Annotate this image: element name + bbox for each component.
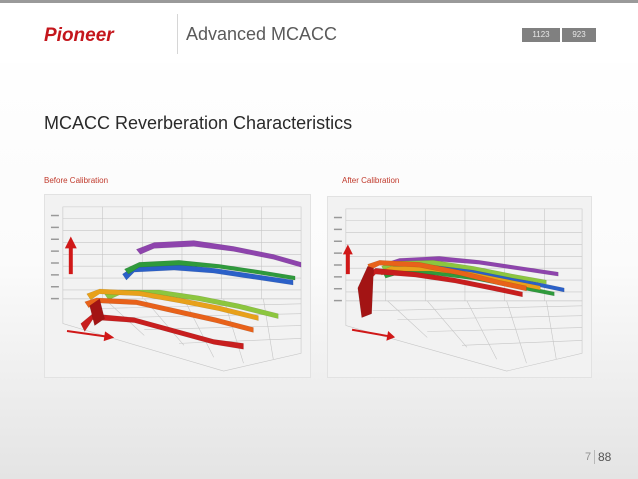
ribbon-orange-1 — [86, 288, 259, 321]
tick-marks — [50, 214, 59, 300]
top-rule — [0, 0, 638, 3]
before-calibration-caption: Before Calibration — [44, 176, 109, 185]
arrow-right — [66, 330, 115, 342]
page-title: Advanced MCACC — [186, 24, 338, 44]
ribbon-darkred — [89, 298, 105, 326]
badge-1: 1123 — [522, 28, 560, 42]
arrow-up — [342, 244, 353, 275]
before-calibration-chart — [44, 194, 311, 378]
ribbon-red — [363, 267, 523, 298]
after-calibration-chart — [327, 196, 592, 378]
section-title: MCACC Reverberation Characteristics — [44, 113, 353, 133]
arrow-up — [64, 236, 77, 275]
ribbon-red — [80, 313, 244, 350]
header-divider — [177, 14, 178, 54]
arrow-right — [351, 328, 396, 341]
annotation-arrows — [342, 244, 396, 341]
ribbon-green — [124, 260, 296, 281]
page-separator — [594, 450, 595, 464]
after-calibration-caption: After Calibration — [342, 176, 400, 185]
before-ribbons — [80, 240, 302, 350]
annotation-arrows — [64, 236, 115, 342]
ribbon-orange-2 — [367, 260, 527, 292]
svg-text:Pioneer: Pioneer — [44, 26, 115, 43]
chart-grid — [345, 208, 583, 372]
badge-2: 923 — [562, 28, 596, 42]
ribbon-darkred — [357, 265, 374, 319]
ribbon-purple — [135, 240, 302, 268]
pioneer-logo: Pioneer — [44, 26, 158, 43]
tick-marks — [333, 216, 342, 302]
total-pages: 88 — [598, 450, 612, 464]
chart-grid — [62, 206, 302, 372]
after-ribbons — [357, 256, 565, 319]
page-number: 7 — [585, 451, 592, 463]
